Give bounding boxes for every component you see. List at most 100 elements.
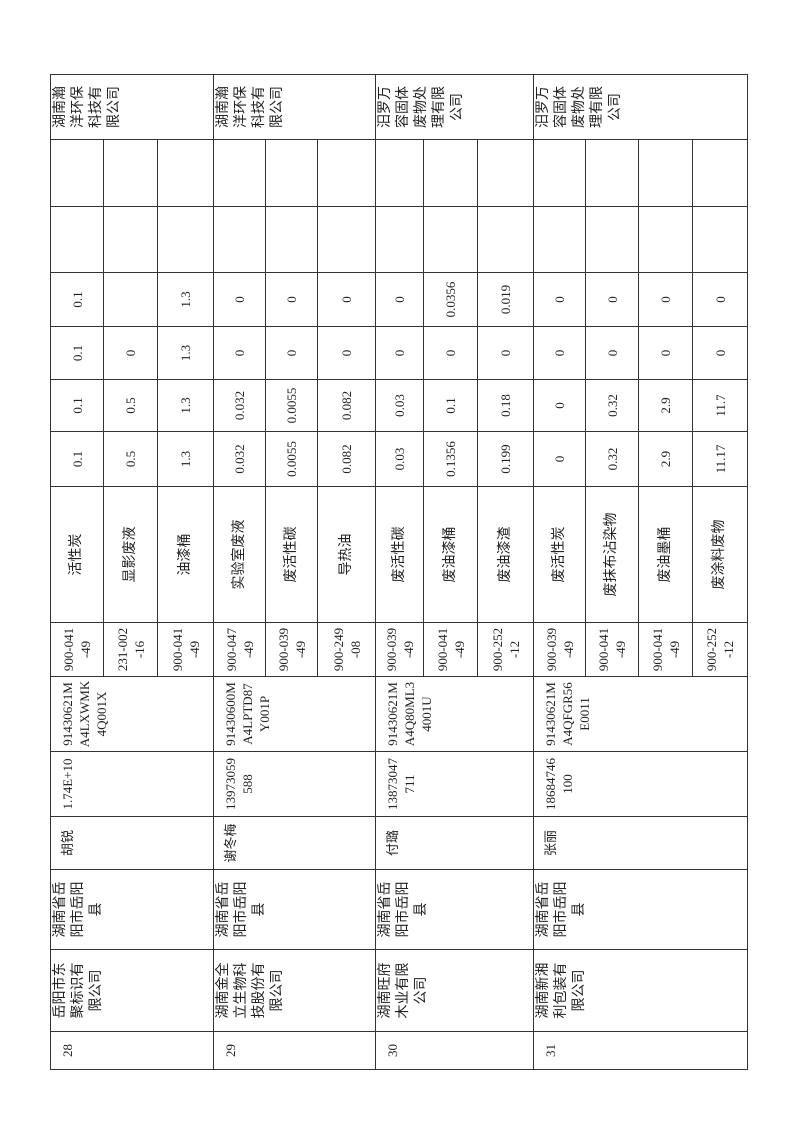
value-4: 0: [317, 272, 376, 327]
value-3: 0: [423, 326, 478, 380]
company-name: 湖南金全立生物科技股份有限公司: [213, 949, 376, 1032]
value-1: 0: [533, 431, 586, 487]
contact-person: 付璐: [375, 816, 534, 870]
rotated-table-page: 28 岳阳市东聚标识有限公司 湖南省岳阳市岳阳县 胡锐 1.74E+10 91430621…: [50, 74, 748, 1070]
table-row: 30 湖南旺府木业有限公司 湖南省岳阳市岳阳县 付璐 13873047711 914306…: [375, 74, 534, 1070]
value-4: 0: [375, 272, 424, 327]
table-row: 31 湖南新湘利包装有限公司 湖南省岳阳市岳阳县 张丽 18684746100 91430…: [533, 74, 748, 1070]
value-4: [103, 272, 158, 327]
waste-code: 900-249-08: [317, 622, 376, 677]
value-2: 0.032: [213, 379, 266, 432]
blank-cell: [213, 139, 266, 207]
blank-cell: [50, 139, 104, 207]
blank-cell: [692, 139, 748, 207]
contact-person: 张丽: [533, 816, 748, 870]
blank-cell: [213, 206, 266, 273]
value-4: 0.0356: [423, 272, 478, 327]
blank-cell: [157, 139, 214, 207]
value-3: 0: [638, 326, 693, 380]
blank-cell: [103, 139, 158, 207]
value-3: 0: [213, 326, 266, 380]
blank-cell: [103, 206, 158, 273]
waste-code: 900-039-49: [533, 622, 586, 677]
credit-code: 91430621MA4LXWMK4Q001X: [50, 676, 214, 752]
waste-name: 废抹布沾染物: [585, 486, 639, 623]
blank-cell: [638, 139, 693, 207]
blank-cell: [317, 139, 376, 207]
waste-code: 900-047-49: [213, 622, 266, 677]
table-row: 29 湖南金全立生物科技股份有限公司 湖南省岳阳市岳阳县 谢冬梅 13973059588…: [213, 74, 376, 1070]
blank-cell: [375, 206, 424, 273]
value-4: 0.1: [50, 272, 104, 327]
value-1: 0.5: [103, 431, 158, 487]
company-name: 湖南新湘利包装有限公司: [533, 949, 748, 1032]
value-3: 0: [692, 326, 748, 380]
value-4: 1.3: [157, 272, 214, 327]
value-4: 0: [585, 272, 639, 327]
value-3: 0: [317, 326, 376, 380]
value-1: 2.9: [638, 431, 693, 487]
company-address: 湖南省岳阳市岳阳县: [533, 869, 748, 950]
waste-name: 废活性炭: [533, 486, 586, 623]
contact-person: 谢冬梅: [213, 816, 376, 870]
value-4: 0: [533, 272, 586, 327]
blank-cell: [638, 206, 693, 273]
value-3: 0.1: [50, 326, 104, 380]
waste-code: 231-002-16: [103, 622, 158, 677]
blank-cell: [477, 139, 534, 207]
contact-phone: 18684746100: [533, 751, 748, 817]
value-1: 0.1: [50, 431, 104, 487]
blank-cell: [265, 139, 318, 207]
value-1: 0.1356: [423, 431, 478, 487]
blank-cell: [317, 206, 376, 273]
waste-name: 实验室废液: [213, 486, 266, 623]
value-1: 0.32: [585, 431, 639, 487]
value-2: 0.1: [423, 379, 478, 432]
value-2: 0.03: [375, 379, 424, 432]
value-2: 0.082: [317, 379, 376, 432]
serial-number: 31: [533, 1031, 748, 1070]
table-row: 28 岳阳市东聚标识有限公司 湖南省岳阳市岳阳县 胡锐 1.74E+10 91430621…: [50, 74, 214, 1070]
receiving-company: 汨罗万容固体废物处理有限公司: [375, 74, 534, 140]
value-2: 1.3: [157, 379, 214, 432]
value-4: 0: [265, 272, 318, 327]
receiving-company: 湖南瀚洋环保科技有限公司: [50, 74, 214, 140]
serial-number: 30: [375, 1031, 534, 1070]
credit-code: 91430621MA4Q80ML34001U: [375, 676, 534, 752]
blank-cell: [157, 206, 214, 273]
value-3: 0: [585, 326, 639, 380]
waste-name: 活性炭: [50, 486, 104, 623]
value-4: 0: [692, 272, 748, 327]
serial-number: 29: [213, 1031, 376, 1070]
blank-cell: [477, 206, 534, 273]
contact-phone: 13973059588: [213, 751, 376, 817]
waste-name: 显影废液: [103, 486, 158, 623]
waste-code: 900-252-12: [692, 622, 748, 677]
value-2: 0.0055: [265, 379, 318, 432]
hazardous-waste-table: 28 岳阳市东聚标识有限公司 湖南省岳阳市岳阳县 胡锐 1.74E+10 91430621…: [50, 74, 748, 1070]
value-2: 0.18: [477, 379, 534, 432]
credit-code: 91430621MA4QFGR56E0011: [533, 676, 748, 752]
value-1: 11.17: [692, 431, 748, 487]
company-address: 湖南省岳阳市岳阳县: [50, 869, 214, 950]
value-1: 1.3: [157, 431, 214, 487]
receiving-company: 湖南瀚洋环保科技有限公司: [213, 74, 376, 140]
blank-cell: [423, 139, 478, 207]
contact-person: 胡锐: [50, 816, 214, 870]
waste-name: 油漆桶: [157, 486, 214, 623]
blank-cell: [50, 206, 104, 273]
value-2: 0.1: [50, 379, 104, 432]
company-address: 湖南省岳阳市岳阳县: [213, 869, 376, 950]
value-2: 2.9: [638, 379, 693, 432]
value-1: 0.0055: [265, 431, 318, 487]
value-1: 0.082: [317, 431, 376, 487]
contact-phone: 1.74E+10: [50, 751, 214, 817]
value-1: 0.03: [375, 431, 424, 487]
receiving-company: 汨罗万容固体废物处理有限公司: [533, 74, 748, 140]
company-address: 湖南省岳阳市岳阳县: [375, 869, 534, 950]
value-2: 0.5: [103, 379, 158, 432]
value-3: 0: [477, 326, 534, 380]
contact-phone: 13873047711: [375, 751, 534, 817]
serial-number: 28: [50, 1031, 214, 1070]
blank-cell: [423, 206, 478, 273]
